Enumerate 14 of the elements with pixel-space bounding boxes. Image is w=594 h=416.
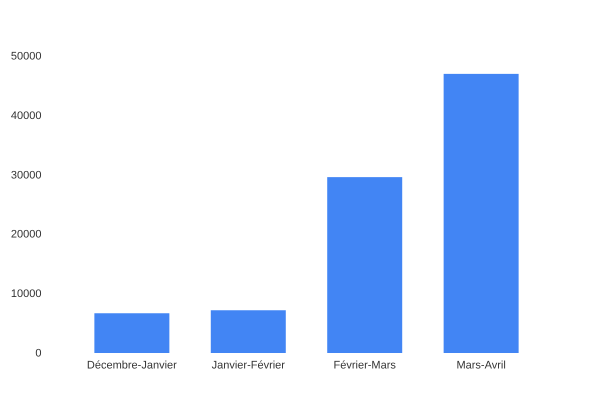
bar bbox=[210, 310, 286, 353]
y-tick-label: 50000 bbox=[10, 50, 42, 62]
x-tick-label: Décembre-Janvier bbox=[86, 360, 178, 372]
y-tick-label: 0 bbox=[35, 348, 42, 360]
x-tick-label: Février-Mars bbox=[334, 360, 396, 372]
bar bbox=[327, 177, 402, 353]
bar bbox=[444, 74, 519, 353]
y-tick-label: 20000 bbox=[10, 228, 42, 241]
x-tick-label: Janvier-Février bbox=[212, 360, 286, 372]
y-tick-label: 40000 bbox=[10, 110, 42, 122]
y-tick-label: 30000 bbox=[10, 169, 42, 182]
x-tick-label: Mars-Avril bbox=[456, 360, 506, 372]
bar bbox=[94, 313, 170, 353]
y-tick-label: 10000 bbox=[10, 288, 42, 300]
